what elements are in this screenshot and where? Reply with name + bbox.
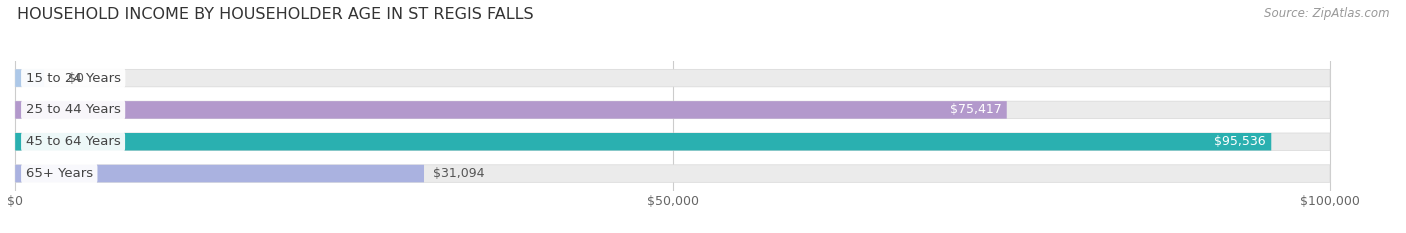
FancyBboxPatch shape [15,69,1330,87]
Text: $75,417: $75,417 [949,103,1001,116]
FancyBboxPatch shape [15,165,1330,182]
FancyBboxPatch shape [15,101,1007,119]
Text: 45 to 64 Years: 45 to 64 Years [25,135,121,148]
Text: $31,094: $31,094 [433,167,485,180]
FancyBboxPatch shape [15,133,1330,151]
Text: $0: $0 [67,72,84,85]
FancyBboxPatch shape [15,101,1330,119]
FancyBboxPatch shape [15,133,1271,151]
Text: HOUSEHOLD INCOME BY HOUSEHOLDER AGE IN ST REGIS FALLS: HOUSEHOLD INCOME BY HOUSEHOLDER AGE IN S… [17,7,533,22]
Text: 15 to 24 Years: 15 to 24 Years [25,72,121,85]
FancyBboxPatch shape [15,165,425,182]
Text: $95,536: $95,536 [1215,135,1265,148]
Text: 25 to 44 Years: 25 to 44 Years [25,103,121,116]
FancyBboxPatch shape [15,69,44,87]
Text: Source: ZipAtlas.com: Source: ZipAtlas.com [1264,7,1389,20]
Text: 65+ Years: 65+ Years [25,167,93,180]
